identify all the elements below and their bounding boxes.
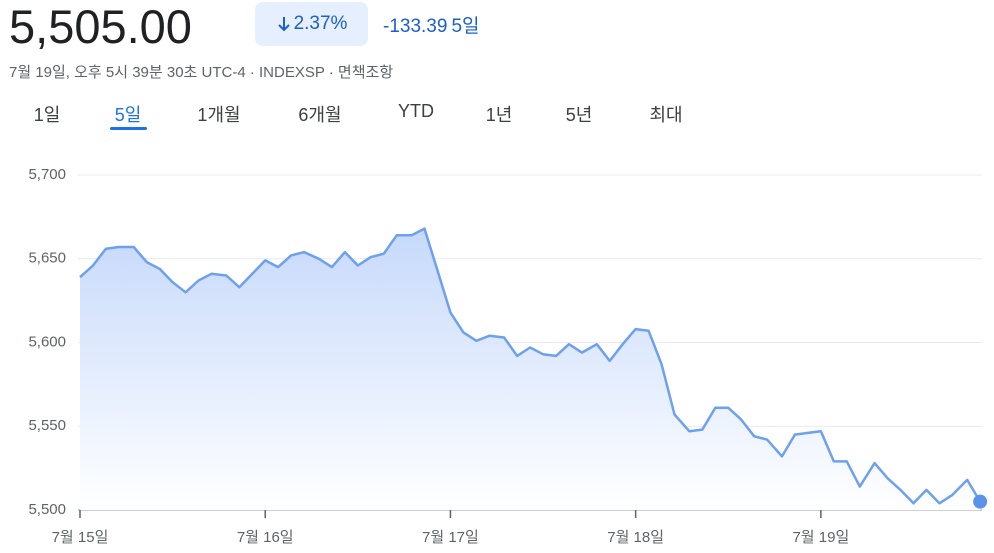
x-tick-label: 7월 19일 — [792, 529, 849, 546]
y-tick-label: 5,650 — [28, 250, 66, 267]
area — [80, 228, 981, 510]
y-tick-label: 5,600 — [28, 333, 66, 350]
change: -133.39 5일 — [383, 11, 480, 38]
x-tick-label: 7월 15일 — [52, 529, 109, 546]
x-tick-label: 7월 16일 — [237, 529, 294, 546]
subtitle: 7월 19일, 오후 5시 39분 30초 UTC-4 · INDEXSP · … — [9, 64, 394, 81]
change-pct: 2.37% — [293, 13, 348, 34]
last-point — [973, 494, 988, 509]
range-tab[interactable]: 6개월 — [298, 105, 342, 125]
range-tab[interactable]: 1년 — [485, 105, 513, 125]
period: 5일 — [451, 16, 480, 37]
range-tab[interactable]: 1일 — [33, 105, 61, 125]
change-badge: 2.37% — [255, 2, 368, 46]
down-arrow — [277, 17, 290, 32]
x-tick-label: 7월 17일 — [422, 529, 479, 546]
range-tab[interactable]: 최대 — [649, 105, 683, 125]
y-tick-label: 5,700 — [28, 166, 66, 183]
y-tick-label: 5,550 — [28, 417, 66, 434]
x-tick-label: 7월 18일 — [607, 529, 664, 546]
change-abs: -133.39 — [383, 16, 448, 37]
range-tab[interactable]: 5일 — [114, 105, 142, 125]
line — [79, 227, 982, 505]
range-tab[interactable]: YTD — [398, 101, 434, 121]
price: 5,505.00 — [9, 0, 192, 53]
range-tab[interactable]: 5년 — [565, 105, 593, 125]
range-tab[interactable]: 1개월 — [197, 105, 241, 125]
y-tick-label: 5,500 — [28, 501, 66, 518]
tab-underline — [110, 127, 147, 130]
